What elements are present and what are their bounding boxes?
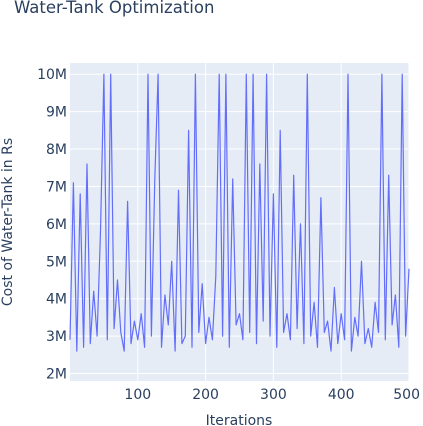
x-tick-label: 100 bbox=[124, 387, 151, 403]
y-tick-label: 2M bbox=[46, 367, 67, 383]
y-tick-label: 5M bbox=[46, 254, 67, 270]
x-tick-label: 200 bbox=[192, 387, 219, 403]
chart-title: Water-Tank Optimization bbox=[14, 0, 214, 17]
y-tick-label: 4M bbox=[46, 292, 67, 308]
y-tick-label: 6M bbox=[46, 217, 67, 233]
y-tick-label: 7M bbox=[46, 179, 67, 195]
y-axis-label: Cost of Water-Tank in Rs bbox=[0, 138, 16, 306]
gridlines bbox=[70, 63, 410, 381]
y-tick-label: 9M bbox=[46, 105, 67, 121]
y-tick-label: 8M bbox=[46, 142, 67, 158]
x-axis-label: Iterations bbox=[206, 413, 273, 426]
series-line bbox=[69, 73, 410, 352]
y-axis-ticks: 2M 3M 4M 5M 6M 7M 8M 9M 10M bbox=[37, 67, 67, 382]
plot-area bbox=[70, 63, 409, 381]
x-axis-ticks: 100 200 300 400 500 bbox=[124, 387, 420, 403]
x-tick-label: 400 bbox=[328, 387, 355, 403]
y-tick-label: 3M bbox=[46, 329, 67, 345]
x-tick-label: 300 bbox=[260, 387, 287, 403]
x-tick-label: 500 bbox=[393, 387, 420, 403]
series-layer bbox=[69, 73, 410, 352]
y-tick-label: 10M bbox=[37, 67, 67, 83]
